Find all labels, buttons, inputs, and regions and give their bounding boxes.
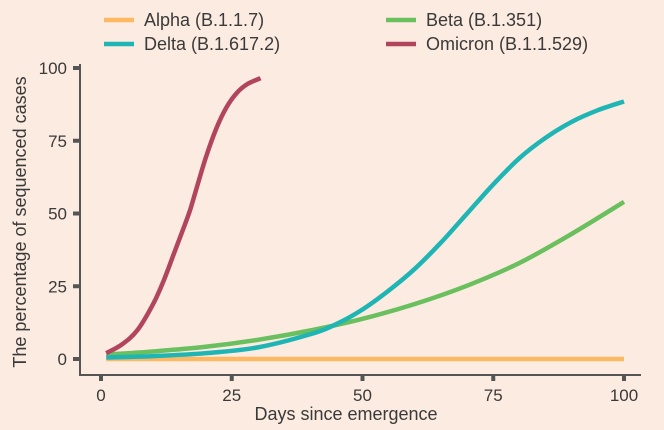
y-tick-label: 100 bbox=[39, 59, 67, 78]
legend: Alpha (B.1.1.7) Beta (B.1.351) Delta (B.1.… bbox=[104, 10, 588, 54]
legend-label: Alpha (B.1.1.7) bbox=[144, 10, 264, 30]
x-tick-label: 75 bbox=[484, 386, 503, 405]
y-tick-label: 25 bbox=[48, 277, 67, 296]
legend-item-alpha: Alpha (B.1.1.7) bbox=[104, 10, 264, 30]
legend-item-omicron: Omicron (B.1.1.529) bbox=[386, 34, 588, 54]
x-tick-label: 0 bbox=[96, 386, 105, 405]
x-axis-title: Days since emergence bbox=[254, 404, 437, 424]
y-tick-label: 0 bbox=[58, 350, 67, 369]
legend-label: Beta (B.1.351) bbox=[426, 10, 542, 30]
y-tick-label: 50 bbox=[48, 205, 67, 224]
y-axis-title: The percentage of sequenced cases bbox=[10, 76, 30, 367]
legend-label: Delta (B.1.617.2) bbox=[144, 34, 280, 54]
series-line-omicron bbox=[105, 76, 262, 356]
legend-label: Omicron (B.1.1.529) bbox=[426, 34, 588, 54]
series-line-beta bbox=[106, 199, 626, 357]
series-line-delta bbox=[106, 99, 625, 360]
legend-item-beta: Beta (B.1.351) bbox=[386, 10, 542, 30]
x-tick-label: 25 bbox=[222, 386, 241, 405]
x-tick-label: 50 bbox=[353, 386, 372, 405]
axes bbox=[79, 64, 641, 376]
y-tick-label: 75 bbox=[48, 132, 67, 151]
legend-item-delta: Delta (B.1.617.2) bbox=[104, 34, 280, 54]
x-tick-label: 100 bbox=[610, 386, 638, 405]
